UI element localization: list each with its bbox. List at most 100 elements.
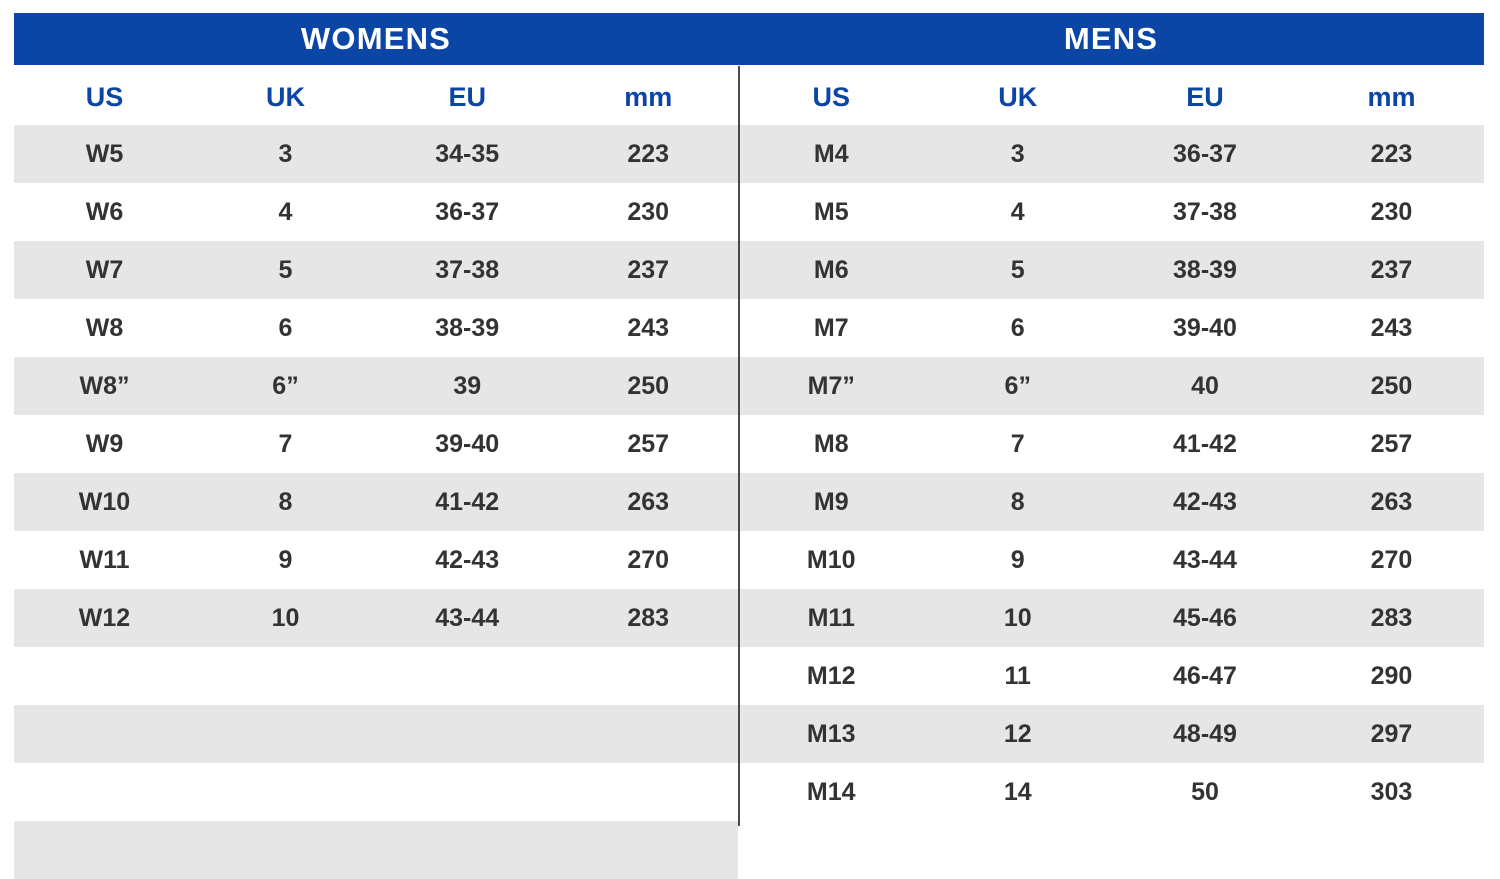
cell-womens-uk: 4	[278, 197, 293, 226]
cell-womens-mm: 270	[627, 545, 670, 574]
cell-womens-uk: 3	[278, 139, 293, 168]
column-header-womens-uk: UK	[266, 81, 305, 112]
table-row-womens	[14, 705, 738, 763]
cell-mens-eu: 42-43	[1173, 487, 1237, 516]
table-row: W10 8 41-42 263 M9 8 42-43 263	[14, 473, 1484, 531]
cell-womens-uk	[195, 821, 376, 879]
table-row-mens: M8 7 41-42 257	[738, 415, 1484, 473]
table-row-womens: W12 10 43-44 283	[14, 589, 738, 647]
table-row: M14 14 50 303	[14, 763, 1484, 821]
cell-womens-us: W5	[85, 139, 124, 168]
cell-mens-mm: 297	[1370, 719, 1413, 748]
cell-womens-eu: 37-38	[435, 255, 500, 284]
cell-womens-mm: 257	[627, 429, 670, 458]
table-row-womens: W5 3 34-35 223	[14, 125, 738, 183]
stripe-mens	[738, 241, 1484, 299]
cell-womens-eu	[376, 763, 558, 821]
cell-mens-uk: 14	[1003, 777, 1032, 806]
table-row-womens	[14, 647, 738, 705]
cell-womens-eu	[376, 647, 558, 705]
cell-mens-eu: 39-40	[1173, 313, 1237, 342]
cell-womens-us: W12	[78, 603, 131, 632]
table-row: M13 12 48-49 297	[14, 705, 1484, 763]
cell-mens-uk: 5	[1010, 255, 1025, 284]
stripe-womens	[14, 473, 738, 531]
table-row: W11 9 42-43 270 M10 9 43-44 270	[14, 531, 1484, 589]
stripe-womens	[14, 705, 738, 763]
cell-womens-uk: 6	[278, 313, 293, 342]
stripe-womens	[14, 125, 738, 183]
table-row: W7 5 37-38 237 M6 5 38-39 237	[14, 241, 1484, 299]
table-row: W8 6 38-39 243 M7 6 39-40 243	[14, 299, 1484, 357]
table-row-mens: M12 11 46-47 290	[738, 647, 1484, 705]
cell-mens-uk: 10	[1003, 603, 1032, 632]
cell-mens-uk: 12	[1003, 719, 1032, 748]
cell-mens-mm: 257	[1370, 429, 1413, 458]
table-row-mens	[738, 821, 1484, 879]
table-row-mens: M14 14 50 303	[738, 763, 1484, 821]
stripe-mens	[738, 357, 1484, 415]
table-row-mens: M7” 6” 40 250	[738, 357, 1484, 415]
cell-womens-mm: 250	[627, 371, 670, 400]
cell-mens-us: M11	[807, 603, 855, 632]
cell-womens-uk: 5	[278, 255, 293, 284]
stripe-mens	[738, 705, 1484, 763]
cell-womens-mm	[558, 763, 738, 821]
table-row-mens: M9 8 42-43 263	[738, 473, 1484, 531]
section-divider	[738, 66, 740, 826]
cell-womens-eu	[376, 821, 558, 879]
cell-mens-us: M7”	[807, 371, 855, 400]
column-header-mens-us: US	[812, 81, 850, 112]
stripe-womens	[14, 589, 738, 647]
cell-womens-mm: 283	[627, 603, 670, 632]
cell-mens-mm: 303	[1370, 777, 1413, 806]
cell-womens-us: W10	[78, 487, 131, 516]
cell-womens-mm	[558, 705, 738, 763]
cell-mens-uk: 6”	[1004, 371, 1031, 400]
chart-title-band: WOMENS MENS	[14, 13, 1484, 65]
cell-womens-mm	[558, 647, 738, 705]
cell-mens-mm: 230	[1370, 197, 1413, 226]
cell-mens-uk: 3	[1010, 139, 1025, 168]
column-header-womens-us: US	[85, 81, 124, 112]
cell-mens-mm: 263	[1370, 487, 1413, 516]
stripe-mens	[738, 473, 1484, 531]
table-row-mens: M6 5 38-39 237	[738, 241, 1484, 299]
cell-mens-us: M10	[806, 545, 856, 574]
table-row-womens: W8” 6” 39 250	[14, 357, 738, 415]
column-header-mens-uk: UK	[998, 81, 1038, 112]
cell-mens-uk: 8	[1010, 487, 1025, 516]
table-row: W9 7 39-40 257 M8 7 41-42 257	[14, 415, 1484, 473]
cell-mens-eu: 48-49	[1173, 719, 1237, 748]
cell-mens-mm: 243	[1370, 313, 1413, 342]
cell-womens-eu: 39	[453, 371, 482, 400]
cell-womens-eu: 38-39	[435, 313, 500, 342]
table-row-mens: M7 6 39-40 243	[738, 299, 1484, 357]
cell-womens-us	[14, 705, 195, 763]
cell-mens-eu: 38-39	[1173, 255, 1237, 284]
cell-mens-eu: 41-42	[1173, 429, 1237, 458]
cell-womens-eu: 39-40	[435, 429, 500, 458]
cell-womens-mm: 263	[627, 487, 670, 516]
table-row-womens: W9 7 39-40 257	[14, 415, 738, 473]
cell-mens-us: M6	[813, 255, 849, 284]
cell-womens-us: W8”	[79, 371, 130, 400]
table-row-womens: W6 4 36-37 230	[14, 183, 738, 241]
cell-mens-eu: 45-46	[1173, 603, 1237, 632]
cell-mens-us: M7	[813, 313, 849, 342]
cell-mens-eu: 36-37	[1173, 139, 1237, 168]
cell-womens-us	[14, 763, 195, 821]
cell-womens-uk: 6”	[272, 371, 299, 400]
column-header-row: US UK EU mm US UK EU mm	[14, 74, 1484, 120]
cell-mens-mm: 237	[1370, 255, 1413, 284]
cell-mens-us: M9	[813, 487, 849, 516]
table-row: M12 11 46-47 290	[14, 647, 1484, 705]
cell-womens-eu: 42-43	[435, 545, 500, 574]
cell-womens-uk: 7	[278, 429, 293, 458]
cell-mens-eu: 37-38	[1173, 197, 1237, 226]
table-row-mens: M5 4 37-38 230	[738, 183, 1484, 241]
stripe-womens	[14, 241, 738, 299]
table-row-mens: M11 10 45-46 283	[738, 589, 1484, 647]
cell-womens-eu: 43-44	[435, 603, 500, 632]
cell-womens-mm: 223	[627, 139, 670, 168]
